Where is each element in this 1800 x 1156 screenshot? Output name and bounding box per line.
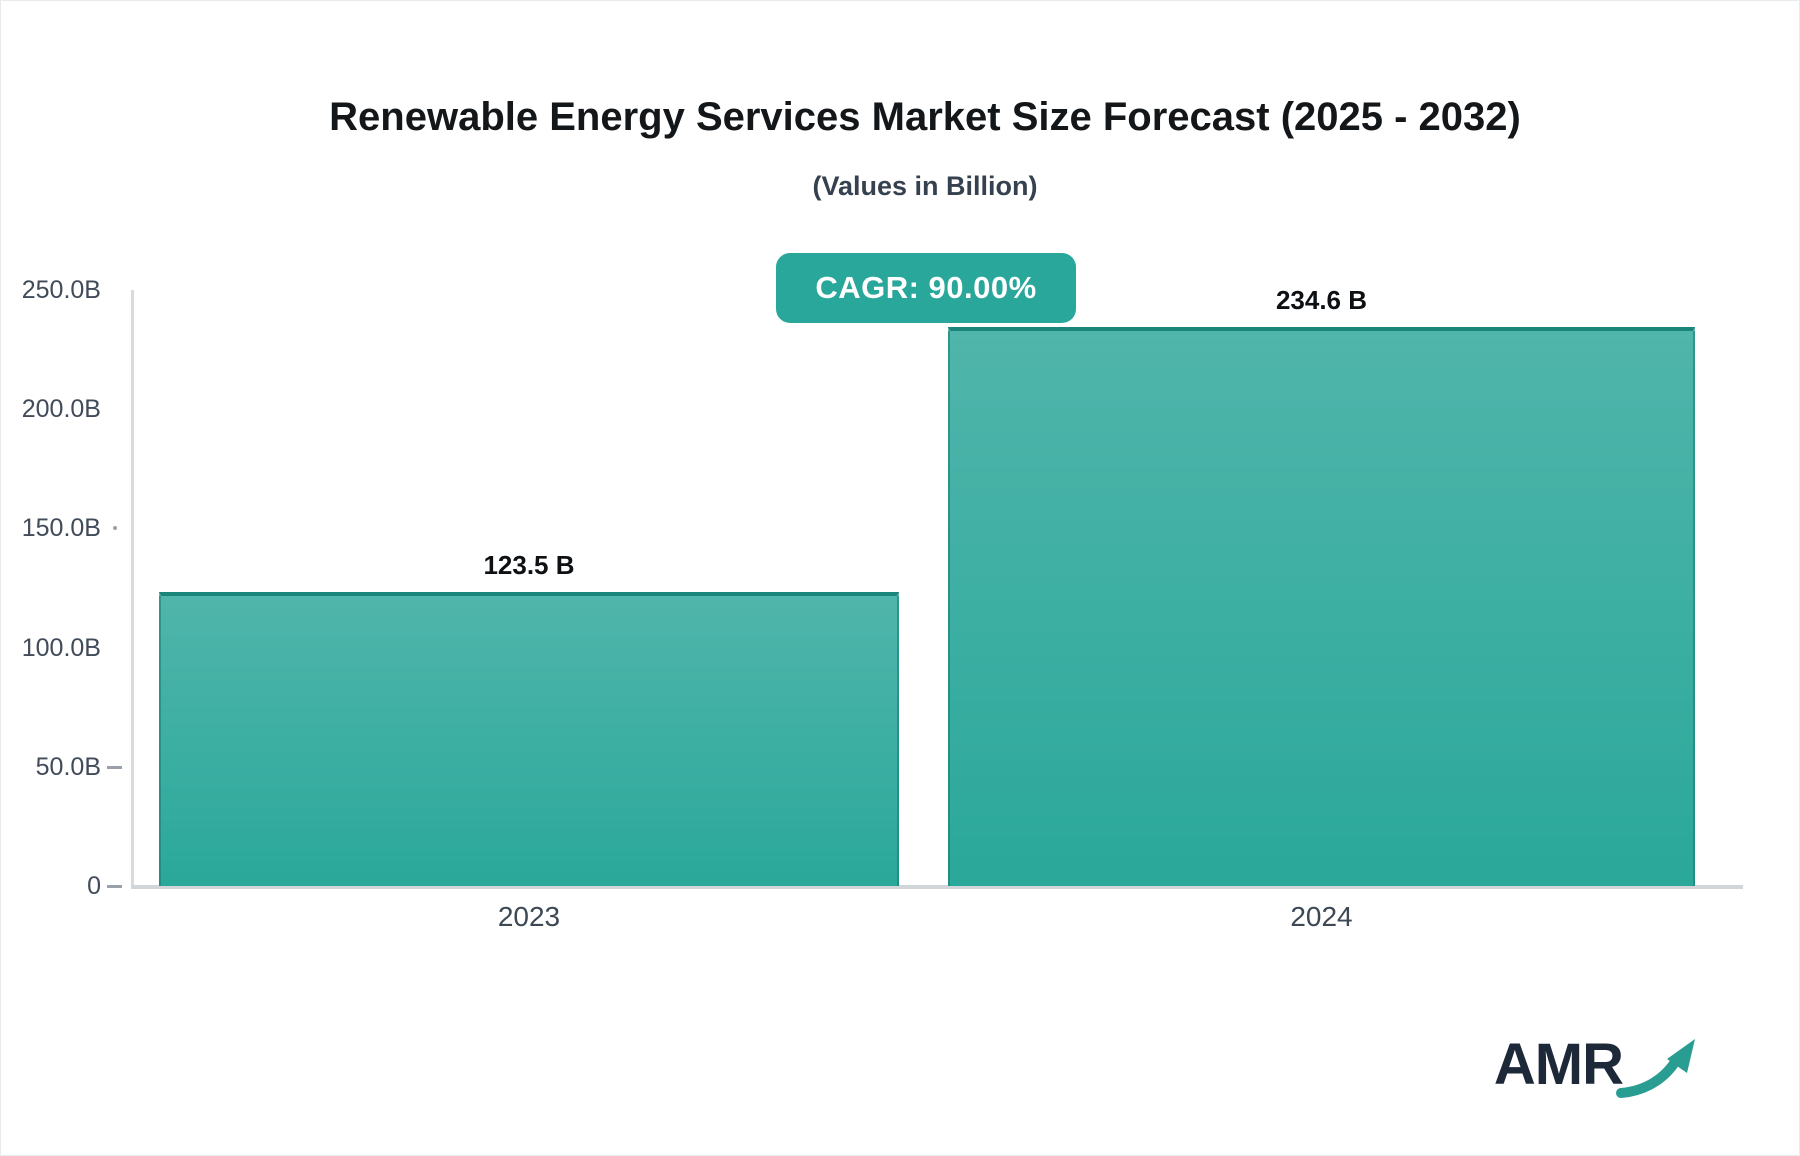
amr-logo-text: AMR bbox=[1493, 1032, 1624, 1097]
y-tick-marker bbox=[113, 526, 117, 531]
chart-subtitle: (Values in Billion) bbox=[812, 171, 1038, 201]
amr-logo: AMR bbox=[1494, 1033, 1701, 1101]
y-tick-label: 0 bbox=[87, 872, 101, 900]
x-axis-line bbox=[131, 885, 1743, 889]
y-tick-label: 50.0B bbox=[35, 752, 101, 781]
bar-2024 bbox=[948, 326, 1695, 886]
cagr-badge-label: CAGR: 90.00% bbox=[815, 270, 1037, 305]
bar-2023 bbox=[159, 591, 899, 886]
y-tick-label: 150.0B bbox=[21, 514, 101, 543]
trend-arrow-icon bbox=[1616, 1039, 1695, 1098]
cagr-badge: CAGR: 90.00% bbox=[776, 253, 1076, 323]
y-tick-marker bbox=[107, 885, 122, 888]
x-axis-label: 2023 bbox=[497, 901, 561, 932]
bar-value-label: 123.5 B bbox=[483, 549, 575, 580]
bar-value-label: 234.6 B bbox=[1275, 284, 1368, 315]
chart-title: Renewable Energy Services Market Size Fo… bbox=[329, 95, 1521, 139]
y-tick-label: 200.0B bbox=[21, 395, 101, 424]
y-axis-line bbox=[131, 290, 134, 886]
y-tick-marker bbox=[107, 765, 122, 769]
x-axis-label: 2024 bbox=[1290, 901, 1353, 932]
y-tick-label: 100.0B bbox=[21, 633, 101, 662]
y-tick-label: 250.0B bbox=[21, 276, 101, 304]
